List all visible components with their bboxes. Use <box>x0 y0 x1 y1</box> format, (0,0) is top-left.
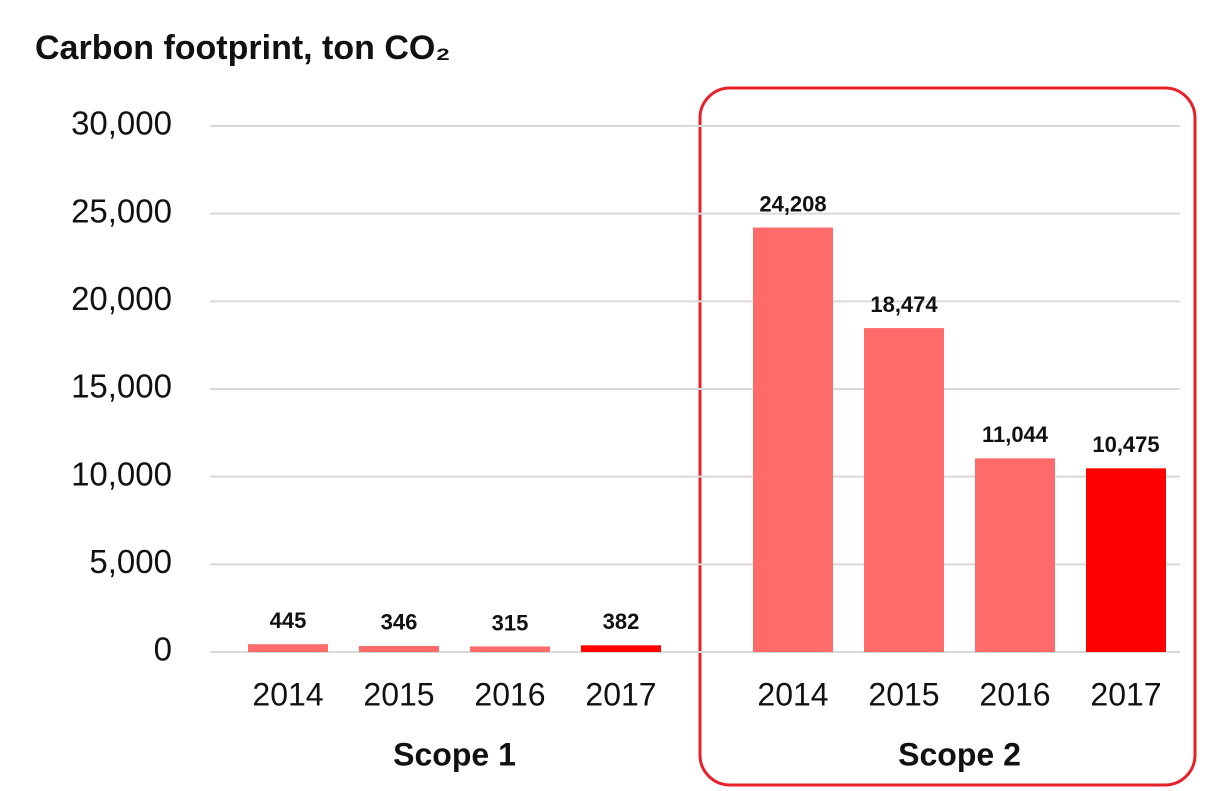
y-tick-label: 20,000 <box>71 280 172 317</box>
value-label: 10,475 <box>1092 432 1159 457</box>
x-tick-label: 2014 <box>252 676 323 712</box>
bar <box>975 458 1055 652</box>
bar <box>359 645 439 652</box>
y-tick-label: 15,000 <box>71 368 172 405</box>
highlight-box <box>698 86 1197 787</box>
x-tick-label: 2017 <box>1090 676 1161 712</box>
x-tick-label: 2017 <box>585 676 656 712</box>
group-label: Scope 2 <box>898 736 1021 772</box>
x-tick-label: 2015 <box>363 676 434 712</box>
y-tick-label: 5,000 <box>89 543 172 580</box>
value-label: 382 <box>603 609 640 634</box>
value-label: 445 <box>270 608 307 633</box>
bar <box>864 328 944 652</box>
bar <box>753 227 833 652</box>
bar <box>470 646 550 652</box>
value-label: 315 <box>492 610 529 635</box>
x-tick-label: 2016 <box>979 676 1050 712</box>
value-label: 24,208 <box>759 191 826 216</box>
x-tick-label: 2014 <box>757 676 828 712</box>
group-label: Scope 1 <box>393 736 516 772</box>
value-label: 11,044 <box>982 422 1049 447</box>
x-tick-label: 2015 <box>868 676 939 712</box>
y-tick-label: 10,000 <box>71 455 172 492</box>
bar <box>581 645 661 652</box>
y-tick-label: 30,000 <box>71 105 172 142</box>
x-tick-label: 2016 <box>474 676 545 712</box>
y-tick-label: 0 <box>154 631 172 668</box>
value-label: 18,474 <box>870 292 938 317</box>
bar <box>248 644 328 652</box>
bar <box>1086 468 1166 652</box>
value-label: 346 <box>381 610 418 635</box>
chart-title: Carbon footprint, ton CO₂ <box>35 29 450 67</box>
y-tick-label: 25,000 <box>71 192 172 229</box>
